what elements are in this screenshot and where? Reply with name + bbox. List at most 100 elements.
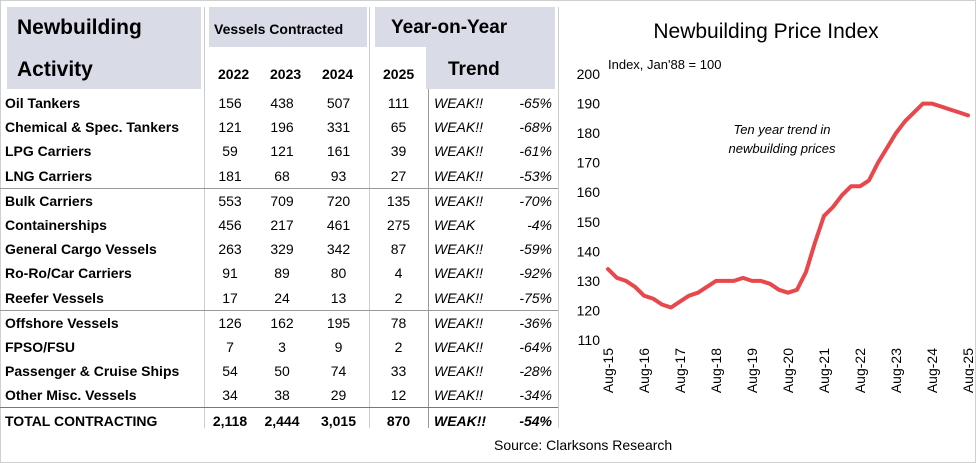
row-name: Chemical & Spec. Tankers — [5, 119, 180, 136]
cell-2023: 38 — [274, 387, 290, 404]
cell-2025: 111 — [387, 95, 410, 112]
yoy-year-header: 2025 — [383, 66, 415, 82]
cell-2022: 2,118 — [204, 407, 256, 433]
cell-2022: 34 — [222, 387, 238, 404]
table-row: LNG Carriers 181 68 93 27 WEAK!! -53% — [0, 164, 558, 189]
y-tick-label: 140 — [577, 243, 601, 259]
contracted-header — [209, 7, 367, 47]
trend-label: WEAK — [434, 217, 476, 234]
trend-label: WEAK!! — [428, 407, 504, 433]
trend-label: WEAK!! — [434, 363, 484, 380]
trend-label: WEAK!! — [434, 241, 484, 258]
x-tick-label: Aug-20 — [780, 348, 796, 393]
trend-label: WEAK!! — [428, 309, 504, 335]
row-name: Oil Tankers — [5, 95, 81, 112]
y-tick-label: 120 — [577, 302, 601, 318]
y-tick-label: 110 — [578, 332, 601, 348]
column-divider — [369, 7, 370, 428]
yoy-percent: -61% — [519, 143, 552, 160]
cell-2025: 78 — [369, 309, 428, 335]
yoy-percent: -53% — [519, 167, 552, 184]
row-name: LPG Carriers — [5, 143, 92, 160]
cell-2024: 93 — [330, 167, 347, 184]
cell-2023: 196 — [270, 119, 294, 136]
plot-area — [606, 101, 970, 310]
y-tick-label: 150 — [577, 214, 601, 230]
cell-2022: 181 — [218, 167, 242, 184]
cell-2022: 126 — [204, 309, 256, 335]
y-tick-label: 160 — [577, 184, 601, 200]
cell-2023: 162 — [256, 309, 308, 335]
trend-label: WEAK!! — [434, 95, 484, 112]
table-row: Ro-Ro/Car Carriers 91 89 80 4 WEAK!! -92% — [0, 261, 558, 285]
x-axis: Aug-15 Aug-16 Aug-17 Aug-18 Aug-19 Aug-20 Aug-… — [600, 348, 974, 393]
column-divider — [204, 7, 205, 428]
table-row: Chemical & Spec. Tankers 121 196 331 65 WEAK!… — [0, 115, 558, 139]
cell-2022: 156 — [218, 95, 242, 112]
cell-2024: 3,015 — [308, 407, 369, 433]
x-tick-label: Aug-23 — [888, 348, 904, 393]
yoy-header-label: Year-on-Year — [391, 17, 508, 38]
y-tick-label: 170 — [577, 155, 601, 171]
cell-2025: 39 — [390, 143, 407, 160]
x-tick-label: Aug-25 — [960, 348, 974, 393]
row-name: Offshore Vessels — [0, 309, 204, 335]
chart-title: Newbuilding Price Index — [653, 20, 879, 43]
trend-label: WEAK!! — [434, 338, 484, 355]
price-index-chart: Newbuilding Price Index Index, Jan'88 = … — [577, 20, 974, 393]
trend-label: WEAK!! — [434, 387, 484, 404]
activity-header-line1: Newbuilding — [17, 16, 142, 39]
y-tick-label: 190 — [577, 96, 601, 112]
cell-2025: 87 — [390, 241, 407, 258]
cell-2023: 3 — [278, 338, 286, 355]
cell-2022: 553 — [204, 187, 256, 213]
contracting-table: Oil Tankers 156 438 507 111 WEAK!! -65% Chemica… — [0, 91, 558, 433]
row-name: Other Misc. Vessels — [5, 387, 137, 404]
year-2023-header: 2023 — [270, 66, 302, 82]
cell-2025: 870 — [369, 407, 428, 433]
cell-2023: 24 — [274, 289, 290, 306]
cell-2024: 9 — [334, 338, 343, 355]
cell-2022: 91 — [222, 265, 238, 282]
x-tick-label: Aug-22 — [852, 348, 868, 393]
table-row: Containerships 456 217 461 275 WEAK -4% — [0, 213, 558, 237]
cell-2022: 263 — [218, 241, 242, 258]
row-name: Containerships — [5, 217, 107, 234]
yoy-percent: -92% — [519, 265, 552, 282]
cell-2022: 59 — [222, 143, 238, 160]
trend-label: WEAK!! — [434, 167, 484, 184]
year-2022-header: 2022 — [218, 66, 250, 82]
cell-2025: 2 — [394, 289, 403, 306]
row-name: FPSO/FSU — [5, 338, 76, 355]
contracted-header-label: Vessels Contracted — [214, 21, 344, 37]
y-tick-label: 180 — [577, 125, 601, 141]
x-tick-label: Aug-18 — [708, 348, 724, 393]
cell-2024: 461 — [326, 217, 351, 234]
table-row: Reefer Vessels 17 24 13 2 WEAK!! -75% — [0, 286, 558, 311]
cell-2023: 89 — [274, 265, 290, 282]
trend-header: Trend — [448, 59, 500, 80]
cell-2022: 54 — [222, 363, 238, 380]
trend-label: WEAK!! — [434, 265, 484, 282]
cell-2023: 329 — [270, 241, 294, 258]
activity-header-line2: Activity — [17, 58, 93, 81]
cell-2024: 342 — [326, 241, 351, 258]
yoy-percent: -34% — [519, 387, 552, 404]
table-row: FPSO/FSU 7 3 9 2 WEAK!! -64% — [0, 335, 558, 359]
yoy-percent: -4% — [527, 217, 552, 234]
y-axis: 110 120 130 140 150 160 170 180 190 200 — [577, 66, 601, 348]
cell-2024: 161 — [326, 143, 351, 160]
table-row: Offshore Vessels 126 162 195 78 WEAK!! -36% — [0, 309, 558, 335]
yoy-percent: -65% — [519, 95, 552, 112]
price-index-line — [606, 101, 970, 310]
table-row: General Cargo Vessels 263 329 342 87 WEAK!! -5… — [0, 237, 558, 261]
year-2024-header: 2024 — [322, 66, 354, 82]
trend-label: WEAK!! — [434, 143, 484, 160]
row-name: Ro-Ro/Car Carriers — [5, 265, 132, 282]
cell-2024: 195 — [308, 309, 369, 335]
x-tick-label: Aug-19 — [744, 348, 760, 393]
x-tick-label: Aug-21 — [816, 348, 832, 393]
trend-label: WEAK!! — [434, 119, 484, 136]
table-row: Bulk Carriers 553 709 720 135 WEAK!! -70% — [0, 187, 558, 213]
table-row: Other Misc. Vessels 34 38 29 12 WEAK!! -34% — [0, 383, 558, 408]
